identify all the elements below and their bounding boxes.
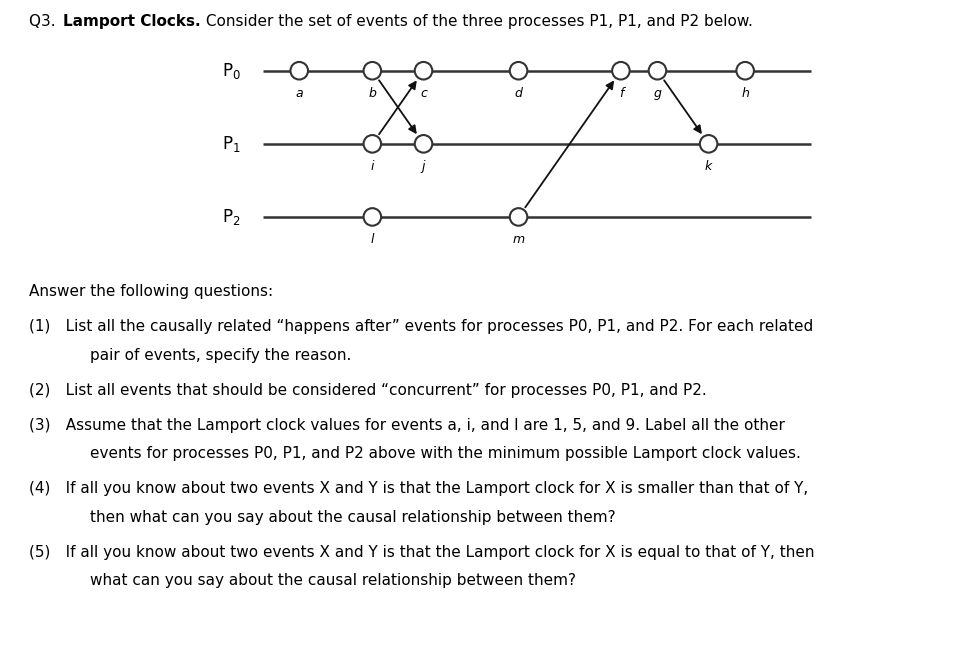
Text: f: f: [619, 87, 623, 100]
Text: b: b: [368, 87, 376, 100]
Text: a: a: [295, 87, 303, 100]
Text: (5) If all you know about two events X and Y is that the Lamport clock for X is : (5) If all you know about two events X a…: [29, 545, 815, 560]
Text: k: k: [705, 160, 712, 173]
Text: g: g: [654, 87, 661, 100]
Text: P$_2$: P$_2$: [223, 207, 241, 227]
Text: Consider the set of events of the three processes P1, P1, and P2 below.: Consider the set of events of the three …: [201, 14, 753, 29]
Circle shape: [649, 62, 666, 80]
Text: i: i: [370, 160, 374, 173]
Text: events for processes P0, P1, and P2 above with the minimum possible Lamport cloc: events for processes P0, P1, and P2 abov…: [29, 446, 801, 461]
Circle shape: [415, 135, 432, 153]
Text: pair of events, specify the reason.: pair of events, specify the reason.: [29, 348, 351, 363]
Circle shape: [363, 62, 381, 80]
Circle shape: [290, 62, 308, 80]
Circle shape: [700, 135, 717, 153]
Text: P$_0$: P$_0$: [222, 61, 241, 81]
Text: d: d: [515, 87, 522, 100]
Circle shape: [363, 208, 381, 226]
Text: Q3.: Q3.: [29, 14, 64, 29]
Text: (1) List all the causally related “happens after” events for processes P0, P1, a: (1) List all the causally related “happe…: [29, 319, 814, 334]
Text: P$_1$: P$_1$: [222, 134, 241, 154]
Circle shape: [612, 62, 629, 80]
Circle shape: [736, 62, 754, 80]
Circle shape: [510, 62, 527, 80]
Text: (4) If all you know about two events X and Y is that the Lamport clock for X is : (4) If all you know about two events X a…: [29, 481, 808, 496]
Text: m: m: [513, 233, 524, 246]
Text: Answer the following questions:: Answer the following questions:: [29, 284, 273, 299]
Circle shape: [415, 62, 432, 80]
Circle shape: [363, 135, 381, 153]
Circle shape: [510, 208, 527, 226]
Text: what can you say about the causal relationship between them?: what can you say about the causal relati…: [29, 573, 576, 588]
Text: (2) List all events that should be considered “concurrent” for processes P0, P1,: (2) List all events that should be consi…: [29, 383, 707, 398]
Text: j: j: [422, 160, 425, 173]
Text: (3) Assume that the Lamport clock values for events a, i, and l are 1, 5, and 9.: (3) Assume that the Lamport clock values…: [29, 418, 785, 433]
Text: h: h: [741, 87, 749, 100]
Text: then what can you say about the causal relationship between them?: then what can you say about the causal r…: [29, 510, 616, 525]
Text: l: l: [370, 233, 374, 246]
Text: Lamport Clocks.: Lamport Clocks.: [64, 14, 201, 29]
Text: c: c: [420, 87, 427, 100]
